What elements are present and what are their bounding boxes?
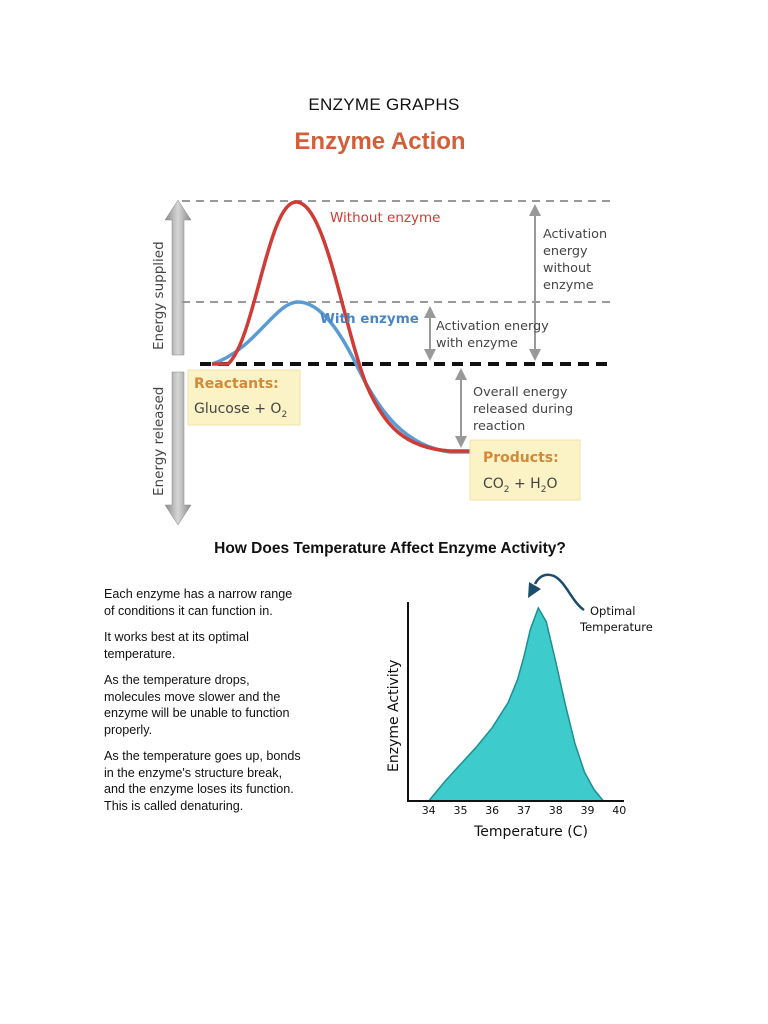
activation-with-text: Activation energy with enzyme (436, 319, 553, 351)
energy-released-label: Energy released (151, 387, 167, 496)
x-tick-label: 39 (581, 804, 595, 817)
x-tick-label: 35 (454, 804, 468, 817)
activation-with-arrow (424, 306, 436, 361)
activation-without-arrow (529, 204, 541, 361)
x-tick-label: 36 (485, 804, 499, 817)
overall-energy-arrow (455, 368, 467, 448)
products-formula: CO2 + H2O (483, 476, 557, 495)
products-label: Products: (483, 450, 559, 466)
enzyme-action-title: Enzyme Action (294, 128, 466, 155)
products-box: Products: CO2 + H2O (469, 439, 581, 501)
paragraph-temperature-drops: As the temperature drops, molecules move… (104, 673, 290, 737)
x-axis-label: Temperature (C) (473, 824, 588, 840)
activation-without-text: Activation energy without enzyme (543, 227, 611, 293)
paragraph-denaturing: As the temperature goes up, bonds in the… (104, 749, 301, 813)
energy-supplied-axis (164, 199, 192, 356)
with-enzyme-label: With enzyme (320, 311, 419, 327)
y-axis-label: Enzyme Activity (386, 660, 402, 772)
optimal-temperature-label: Optimal Temperature (579, 604, 653, 634)
energy-supplied-label: Energy supplied (151, 241, 167, 350)
activity-curve-area (427, 606, 605, 802)
overall-energy-text: Overall energy released during reaction (473, 385, 577, 434)
x-tick-label: 38 (549, 804, 563, 817)
reactants-formula: Glucose + O2 (194, 401, 287, 420)
energy-released-axis (164, 371, 192, 526)
x-tick-label: 40 (612, 804, 626, 817)
x-tick-label: 37 (517, 804, 531, 817)
x-tick-label: 34 (422, 804, 436, 817)
temperature-title: How Does Temperature Affect Enzyme Activ… (214, 540, 566, 557)
reactants-label: Reactants: (194, 376, 279, 392)
paragraph-narrow-range: Each enzyme has a narrow range of condit… (104, 587, 293, 618)
temperature-explanation: Each enzyme has a narrow range of condit… (104, 586, 366, 824)
paragraph-optimal: It works best at its optimal temperature… (104, 630, 249, 661)
reactants-box: Reactants: Glucose + O2 (187, 369, 301, 426)
optimal-arrowhead (528, 582, 541, 598)
enzyme-action-diagram: Energy supplied Energy released Without … (151, 199, 612, 526)
with-enzyme-curve (211, 300, 470, 454)
without-enzyme-curve (212, 200, 470, 453)
optimal-pointer-arrow (533, 573, 585, 612)
document-title: ENZYME GRAPHS (308, 95, 460, 114)
without-enzyme-label: Without enzyme (330, 210, 440, 226)
